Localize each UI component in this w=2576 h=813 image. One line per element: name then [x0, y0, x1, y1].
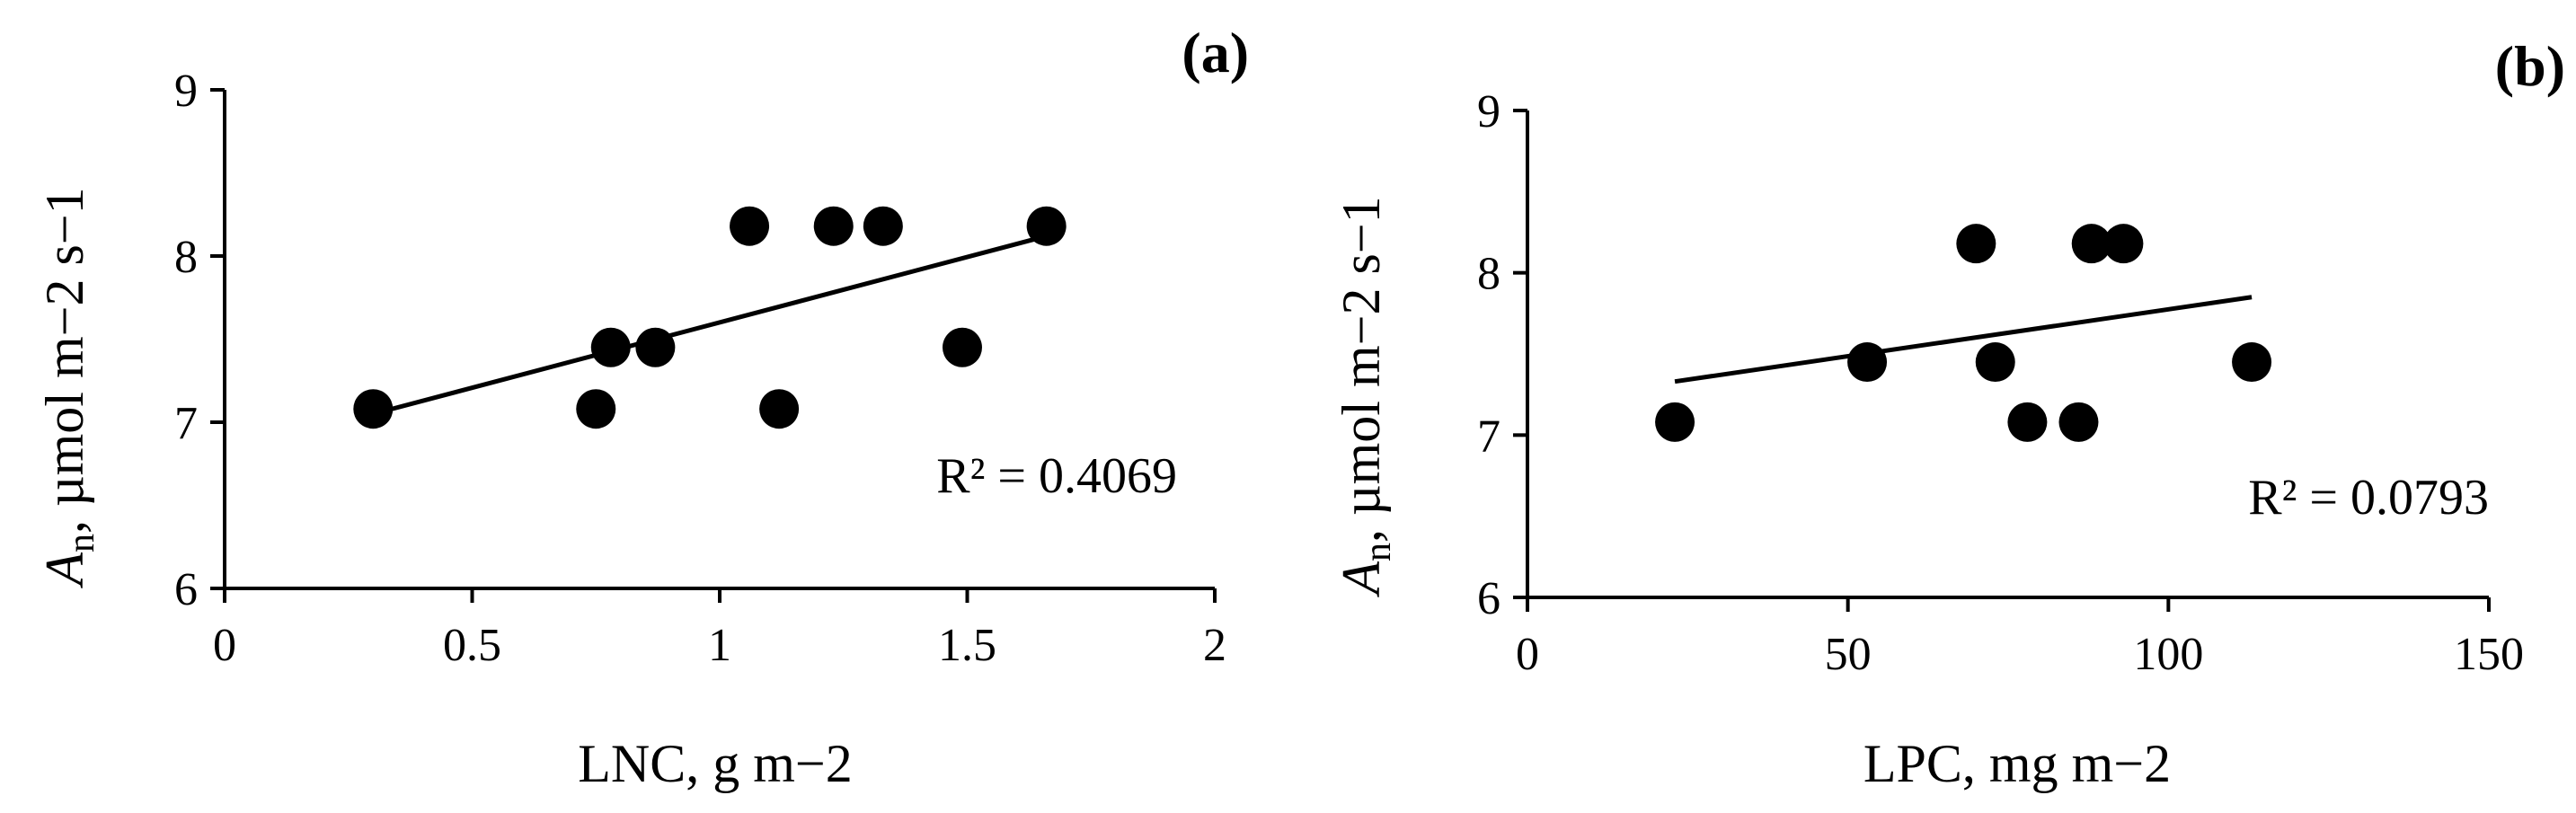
panel-a-letter: (a) — [1182, 21, 1249, 84]
panel-a-ylabel: An, µmol m−2 s−1 — [35, 187, 102, 588]
panel-a-data-point — [863, 206, 903, 246]
panel-a-ytick-label: 9 — [174, 66, 198, 117]
panel-b-xtick-label: 100 — [2133, 629, 2203, 680]
panel-b-ylabel-main: A — [1332, 561, 1391, 598]
panel-b-ylabel-sub: n — [1358, 543, 1399, 561]
panel-b-data-point — [2232, 342, 2272, 383]
panel-a: 6 7 8 9 0 0.5 1 1.5 2 (a) R² = 0.4069 LNC, g m−2… — [35, 21, 1249, 793]
panel-b-ytick-label: 6 — [1477, 573, 1500, 624]
panel-a-data-point — [730, 206, 770, 246]
panel-a-xtick-label: 1 — [708, 620, 731, 671]
panel-b-xtick-label: 150 — [2454, 629, 2524, 680]
panel-b-data-point — [1956, 224, 1996, 264]
panel-b-data-point — [2103, 224, 2144, 264]
panel-a-ylabel-main: A — [35, 552, 94, 589]
panel-a-data-point — [942, 327, 982, 367]
panel-a-ytick-label: 8 — [174, 232, 198, 283]
panel-a-data-point — [1026, 206, 1067, 246]
panel-a-ylabel-rest: , µmol m−2 s−1 — [35, 187, 94, 534]
panel-a-xlabel: LNC, g m−2 — [578, 734, 853, 793]
panel-a-ytick-label: 7 — [174, 398, 198, 449]
panel-b-data-point — [2007, 402, 2048, 442]
panel-b-xtick-label: 0 — [1516, 629, 1539, 680]
panel-b-letter: (b) — [2495, 34, 2565, 98]
panel-b-ytick-label: 7 — [1477, 411, 1500, 462]
panel-b-data-point — [1847, 342, 1888, 383]
panel-b-trendline — [1674, 295, 2253, 384]
panel-a-data-point — [813, 206, 854, 246]
panel-a-plot: 6 7 8 9 0 0.5 1 1.5 2 — [174, 66, 1226, 671]
panel-b-plot: 6 7 8 9 0 50 100 150 — [1477, 86, 2524, 680]
panel-b-ylabel: An, µmol m−2 s−1 — [1332, 196, 1399, 597]
panel-a-data-point — [590, 327, 631, 367]
panel-a-xtick-label: 2 — [1203, 620, 1226, 671]
panel-a-xtick-label: 1.5 — [938, 620, 996, 671]
panel-b-r2: R² = 0.0793 — [2248, 470, 2489, 526]
panel-b: 6 7 8 9 0 50 100 150 (b) R² = 0.0793 LPC, mg m−… — [1332, 34, 2565, 793]
panel-a-xtick-label: 0 — [213, 620, 236, 671]
panel-b-xtick-label: 50 — [1825, 629, 1872, 680]
panel-b-xlabel: LPC, mg m−2 — [1863, 734, 2171, 793]
panel-b-data-point — [2071, 224, 2111, 264]
panel-a-ylabel-sub: n — [61, 534, 102, 552]
panel-b-ytick-label: 9 — [1477, 86, 1500, 137]
panel-b-ylabel-rest: , µmol m−2 s−1 — [1332, 196, 1391, 543]
panel-a-ytick-label: 6 — [174, 564, 198, 615]
panel-a-data-point — [353, 389, 394, 429]
panel-a-xtick-label: 0.5 — [443, 620, 501, 671]
panel-b-data-point — [1655, 402, 1695, 442]
panel-a-data-point — [759, 389, 800, 429]
panel-b-data-point — [1975, 342, 2015, 383]
panel-b-ytick-label: 8 — [1477, 249, 1500, 300]
panel-a-r2: R² = 0.4069 — [936, 448, 1177, 504]
panel-b-data-point — [2058, 402, 2099, 442]
panel-a-data-point — [576, 389, 616, 429]
panel-a-trendline — [372, 234, 1048, 417]
panel-a-data-point — [635, 327, 676, 367]
